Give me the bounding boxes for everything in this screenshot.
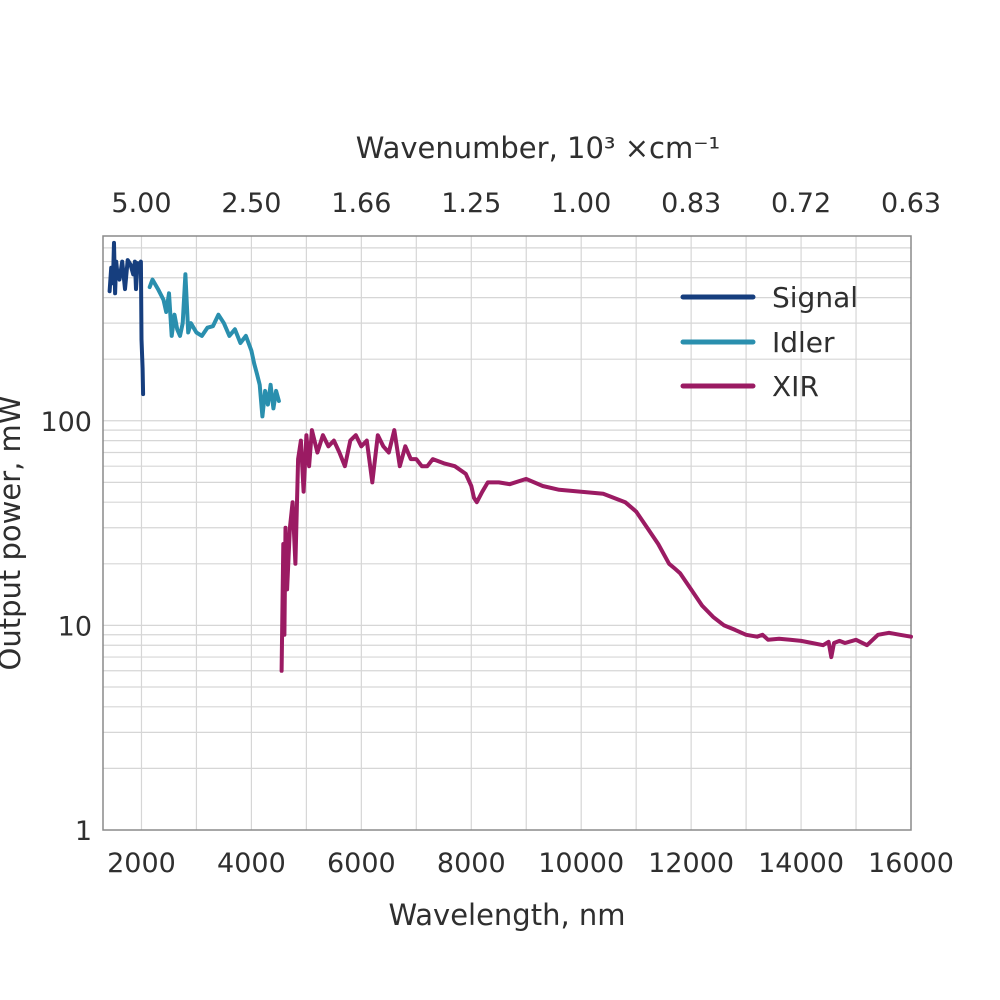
y-tick-label: 1: [75, 816, 92, 847]
top-tick-label: 0.63: [881, 188, 941, 219]
x-tick-label: 10000: [538, 848, 624, 879]
x-axis-ticks: 2000 4000 6000 8000 10000 12000 14000 16000: [107, 848, 954, 879]
top-tick-label: 1.00: [551, 188, 611, 219]
x-axis-title: Wavelength, nm: [388, 898, 625, 932]
y-axis-title: Output power, mW: [0, 396, 27, 671]
series-line-signal: [107, 240, 146, 397]
y-tick-label: 10: [58, 611, 92, 642]
x-tick-label: 4000: [217, 848, 286, 879]
x-tick-label: 12000: [648, 848, 734, 879]
top-tick-label: 1.25: [441, 188, 501, 219]
top-tick-label: 5.00: [111, 188, 171, 219]
top-axis-ticks: 5.00 2.50 1.66 1.25 1.00 0.83 0.72 0.63: [111, 188, 941, 219]
top-tick-label: 0.83: [661, 188, 721, 219]
x-tick-label: 16000: [868, 848, 954, 879]
y-tick-label: 100: [40, 407, 92, 438]
top-axis-title: Wavenumber, 10³ ×cm⁻¹: [356, 131, 720, 165]
grid: [103, 236, 911, 830]
series-line-xir: [279, 428, 913, 673]
series-line-idler: [147, 272, 281, 419]
legend-label-signal: Signal: [772, 281, 858, 314]
legend: Signal Idler XIR: [680, 281, 858, 403]
x-tick-label: 8000: [437, 848, 506, 879]
top-tick-label: 1.66: [331, 188, 391, 219]
y-axis-ticks: 1 10 100: [40, 407, 92, 847]
legend-label-idler: Idler: [772, 326, 835, 359]
top-tick-label: 2.50: [221, 188, 281, 219]
legend-label-xir: XIR: [772, 370, 819, 403]
x-tick-label: 6000: [327, 848, 396, 879]
x-tick-label: 14000: [758, 848, 844, 879]
top-tick-label: 0.72: [771, 188, 831, 219]
plot-frame: [102, 235, 912, 831]
series-group: [107, 240, 913, 673]
x-tick-label: 2000: [107, 848, 176, 879]
